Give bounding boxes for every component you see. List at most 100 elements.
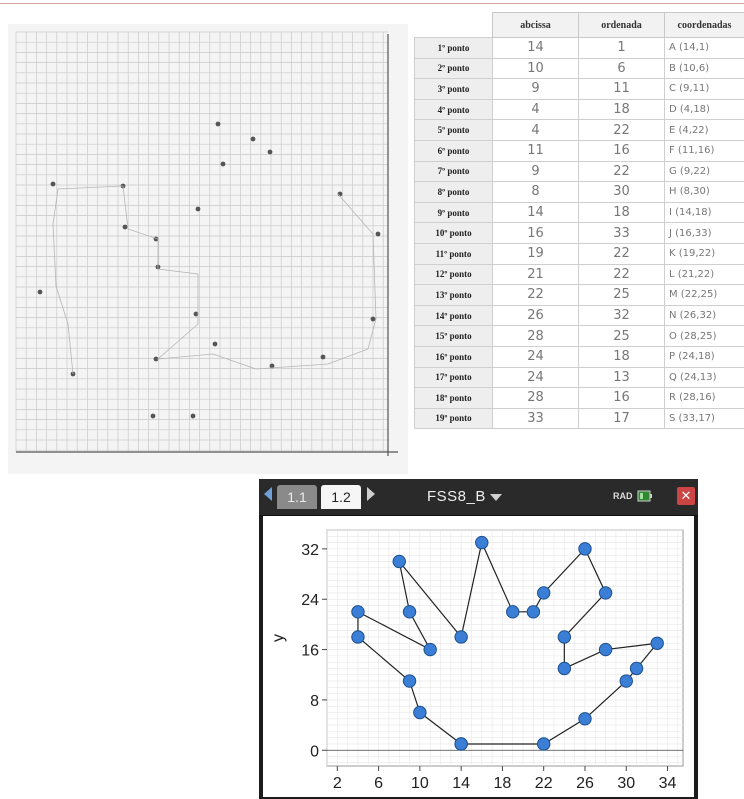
tab-1-1[interactable]: 1.1	[277, 485, 317, 509]
table-row: 3º ponto 9 11 C (9,11)	[414, 78, 744, 100]
tab-bar: 1.1 1.2 FSS8_B RAD ✕	[259, 479, 698, 516]
graph-paper-grid	[8, 24, 408, 474]
row-label: 19º ponto	[414, 407, 493, 430]
row-abcissa: 24	[492, 345, 579, 368]
paper-point	[370, 316, 376, 322]
close-icon[interactable]: ✕	[677, 487, 695, 505]
row-abcissa: 22	[492, 284, 579, 306]
table-row: 16º ponto 24 18 P (24,18)	[414, 345, 744, 368]
table-row: 13º ponto 22 25 M (22,25)	[414, 284, 744, 306]
row-abcissa: 28	[492, 387, 579, 409]
table-row: 11º ponto 19 22 K (19,22)	[414, 242, 744, 265]
row-coordenadas: B (10,6)	[664, 57, 744, 80]
row-ordenada: 17	[578, 407, 665, 430]
header-coordenadas: coordenadas	[664, 12, 744, 38]
row-abcissa: 4	[492, 98, 579, 121]
row-ordenada: 18	[578, 345, 665, 368]
paper-pencil-line	[52, 185, 377, 375]
x-axis-label: x	[481, 793, 489, 797]
row-ordenada: 11	[578, 78, 665, 100]
top-divider	[0, 3, 744, 4]
table-row: 12º ponto 21 22 L (21,22)	[414, 263, 744, 286]
row-label: 1º ponto	[414, 37, 493, 59]
row-label: 9º ponto	[414, 201, 493, 224]
data-point	[402, 605, 417, 619]
row-coordenadas: A (14,1)	[664, 37, 744, 59]
row-abcissa: 16	[492, 222, 579, 244]
row-ordenada: 18	[578, 201, 665, 224]
row-coordenadas: Q (24,13)	[664, 366, 744, 389]
row-coordenadas: G (9,22)	[664, 160, 744, 183]
row-coordenadas: N (26,32)	[664, 304, 744, 327]
y-axis-label: y	[270, 634, 287, 642]
x-tick-label: 30	[617, 775, 635, 792]
row-coordenadas: O (28,25)	[664, 325, 744, 347]
row-label: 16º ponto	[414, 345, 493, 368]
row-ordenada: 32	[578, 304, 665, 327]
tab-1-2[interactable]: 1.2	[321, 485, 361, 509]
row-coordenadas: D (4,18)	[664, 98, 744, 121]
table-row: 9º ponto 14 18 I (14,18)	[414, 201, 744, 224]
row-coordenadas: M (22,25)	[664, 284, 744, 306]
coordinates-table: abcissa ordenada coordenadas 1º ponto 14 1…	[414, 12, 744, 430]
document-name[interactable]: FSS8_B	[427, 488, 502, 505]
table-row: 19º ponto 33 17 S (33,17)	[414, 407, 744, 430]
tab-scroll-right-icon[interactable]	[367, 487, 375, 501]
row-ordenada: 1	[578, 37, 665, 59]
y-tick-label: 16	[301, 643, 319, 660]
x-tick-label: 2	[333, 775, 342, 792]
row-label: 6º ponto	[414, 139, 493, 162]
data-point	[392, 554, 406, 569]
row-ordenada: 33	[578, 222, 665, 244]
table-row: 1º ponto 14 1 A (14,1)	[414, 37, 744, 59]
row-coordenadas: F (11,16)	[664, 139, 744, 162]
x-tick-label: 18	[494, 775, 512, 792]
y-tick-label: 24	[301, 592, 319, 609]
row-coordenadas: K (19,22)	[664, 242, 744, 265]
header-blank	[414, 12, 493, 38]
row-ordenada: 25	[578, 284, 665, 306]
table-row: 5º ponto 4 22 E (4,22)	[414, 119, 744, 141]
row-abcissa: 26	[492, 304, 579, 327]
x-tick-label: 26	[576, 775, 594, 792]
paper-point	[50, 181, 56, 187]
row-coordenadas: L (21,22)	[664, 263, 744, 286]
table-row: 10º ponto 16 33 J (16,33)	[414, 222, 744, 244]
data-point	[351, 630, 365, 644]
data-point	[650, 636, 664, 650]
data-point	[475, 535, 489, 550]
row-ordenada: 13	[578, 366, 665, 389]
angle-mode-label: RAD	[613, 491, 633, 501]
table-row: 18º ponto 28 16 R (28,16)	[414, 387, 744, 409]
data-point	[619, 674, 633, 688]
row-abcissa: 9	[492, 160, 579, 183]
row-label: 14º ponto	[414, 304, 493, 327]
paper-point	[267, 149, 273, 155]
table-row: 2º ponto 10 6 B (10,6)	[414, 57, 744, 80]
tab-scroll-left-icon[interactable]	[264, 487, 272, 501]
row-ordenada: 22	[578, 242, 665, 265]
battery-icon	[637, 490, 652, 502]
y-tick-label: 0	[310, 743, 319, 760]
x-tick-label: 6	[374, 775, 383, 792]
paper-background	[8, 24, 408, 474]
row-abcissa: 11	[492, 139, 579, 162]
row-label: 11º ponto	[414, 242, 493, 265]
paper-point	[153, 356, 159, 362]
chevron-down-icon	[489, 493, 502, 501]
table-row: 15º ponto 28 25 O (28,25)	[414, 325, 744, 347]
data-point	[351, 605, 365, 619]
table-row: 7º ponto 9 22 G (9,22)	[414, 160, 744, 183]
plot-frame	[326, 529, 684, 767]
row-ordenada: 6	[578, 57, 665, 80]
row-abcissa: 8	[492, 181, 579, 203]
table-row: 4º ponto 4 18 D (4,18)	[414, 98, 744, 121]
data-point	[629, 661, 644, 676]
row-ordenada: 30	[578, 181, 665, 203]
row-label: 7º ponto	[414, 160, 493, 183]
data-point	[423, 642, 437, 657]
row-label: 12º ponto	[414, 263, 493, 286]
row-ordenada: 22	[578, 160, 665, 183]
paper-point	[220, 161, 226, 167]
row-abcissa: 14	[492, 201, 579, 224]
